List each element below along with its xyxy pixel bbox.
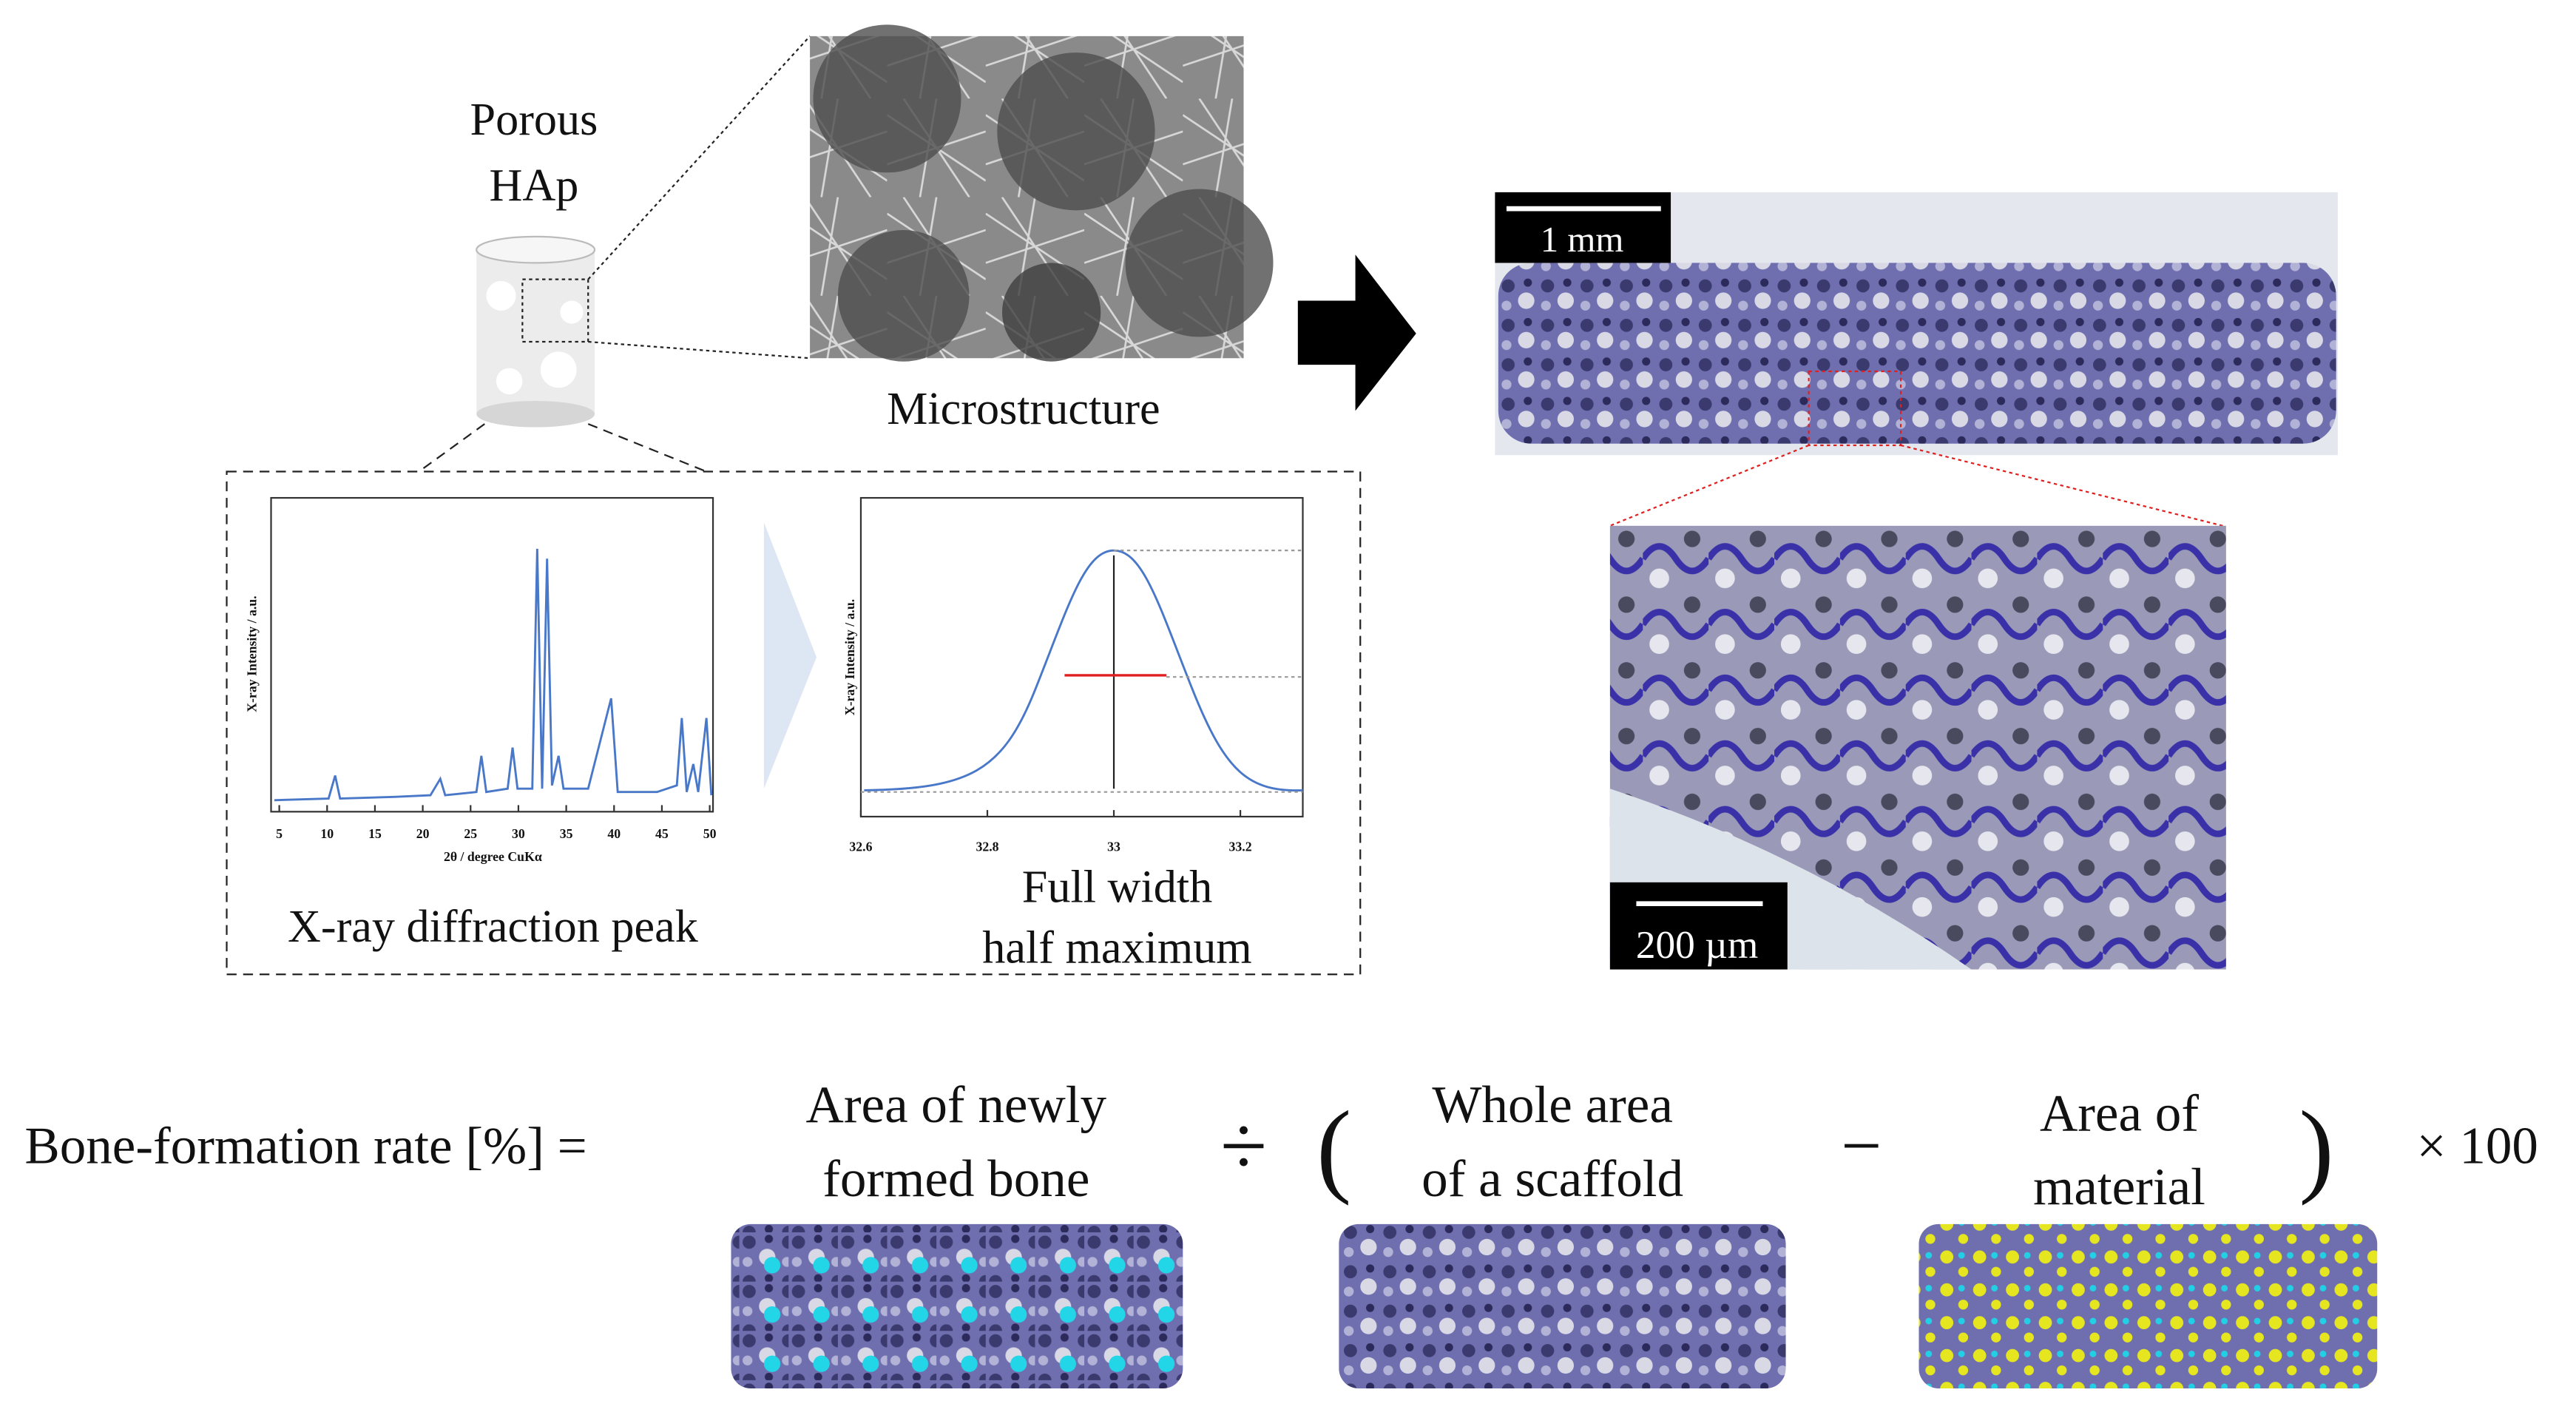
scale-bar-box (1495, 192, 1671, 263)
scale-bar-label: 200 µm (1636, 922, 1758, 967)
x-ticks: 5 10 15 20 25 30 35 40 45 50 (276, 805, 717, 841)
segmented-image (731, 1223, 1183, 1389)
xrd-frame (270, 496, 714, 813)
paren: ( (1316, 1089, 1351, 1206)
microstructure-label: Microstructure (887, 384, 1160, 434)
y-axis-label: X-ray Intensity / a.u. (842, 599, 857, 715)
segmented-image (1919, 1223, 2378, 1389)
zoom-line (587, 36, 811, 280)
tick-label: 33.2 (1229, 840, 1252, 854)
formula-term: formed bone (822, 1150, 1089, 1208)
tick-label: 10 (320, 826, 334, 841)
zoom-line (588, 340, 811, 359)
formula-term: Area of newly (806, 1076, 1107, 1134)
caption: X-ray diffraction peak (288, 902, 699, 952)
tick-label: 32.6 (849, 840, 872, 854)
divide-sign: ÷ (1220, 1098, 1267, 1193)
x-ticks: 32.6 32.8 33 33.2 (849, 810, 1252, 854)
tick-label: 20 (416, 826, 430, 841)
fwhm-frame (859, 496, 1304, 818)
sample-label: HAp (489, 161, 578, 211)
paren: ) (2299, 1089, 2333, 1206)
y-axis-label: X-ray Intensity / a.u. (245, 595, 260, 712)
multiplier: × 100 (2416, 1118, 2538, 1175)
tick-label: 32.8 (976, 840, 998, 854)
zoom-line (587, 423, 707, 473)
cylinder (476, 235, 596, 428)
caption: half maximum (982, 923, 1251, 973)
formula-term: of a scaffold (1421, 1150, 1683, 1208)
tick-label: 30 (512, 826, 525, 841)
histology-tissue (1498, 263, 2336, 444)
zoom-box (1808, 370, 1902, 447)
zoom-line (1900, 444, 2223, 527)
x-axis-label: 2θ / degree CuKα (444, 849, 542, 864)
arrow (1297, 254, 1416, 411)
chevron (763, 522, 817, 789)
formula-lhs: Bone-formation rate [%] = (24, 1118, 586, 1175)
tick-label: 5 (276, 826, 283, 841)
tick-label: 35 (560, 826, 573, 841)
formula-term: Area of (2040, 1084, 2199, 1142)
segmented-image (1339, 1223, 1786, 1389)
tick-label: 40 (607, 826, 621, 841)
caption: Full width (1022, 862, 1212, 913)
minus-sign: − (1841, 1107, 1882, 1186)
xrd-curve (274, 548, 713, 802)
zoom-line (418, 423, 485, 473)
tick-label: 15 (368, 826, 382, 841)
scale-bar-label: 1 mm (1541, 219, 1624, 260)
tick-label: 50 (703, 826, 717, 841)
sem-image (810, 24, 1274, 362)
analysis-box (226, 470, 1362, 976)
sample-label: Porous (470, 95, 598, 145)
tick-label: 45 (655, 826, 669, 841)
formula-term: Whole area (1432, 1076, 1673, 1134)
tick-label: 33 (1107, 840, 1120, 854)
zoom-line (1609, 444, 1810, 527)
fwhm-curve (864, 549, 1303, 791)
formula-term: material (2033, 1158, 2205, 1216)
scale-bar-box (1609, 882, 1788, 970)
tick-label: 25 (464, 826, 477, 841)
